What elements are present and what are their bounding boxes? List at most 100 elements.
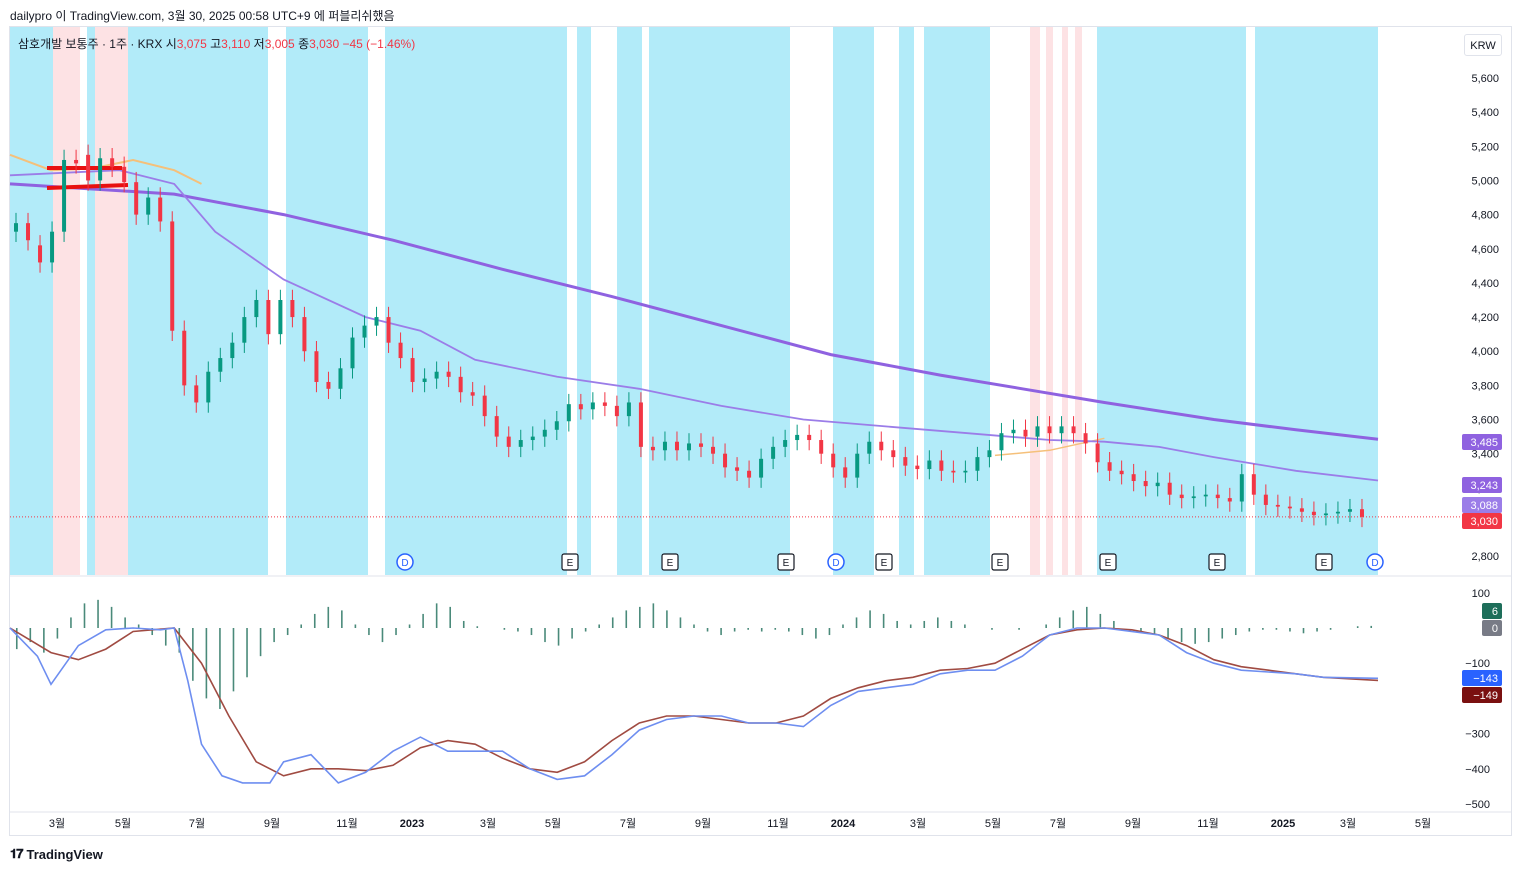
candle-body xyxy=(879,441,884,451)
candle-body xyxy=(554,421,559,430)
time-tick-label: 7월 xyxy=(1050,817,1066,830)
candle-body xyxy=(290,300,295,318)
dividend-marker xyxy=(1366,553,1384,571)
candle-body xyxy=(711,446,716,454)
candle-body xyxy=(771,446,776,459)
time-tick-label: 9월 xyxy=(695,817,711,830)
candle-body xyxy=(1179,494,1184,499)
tradingview-logo-icon: 𝟏𝟕 xyxy=(10,846,24,861)
open-value: 3,075 xyxy=(176,37,207,51)
candle-body xyxy=(182,330,187,386)
earnings-marker-label: E xyxy=(1321,558,1328,569)
candle-body xyxy=(638,402,643,447)
candle-body xyxy=(783,440,788,447)
candle-body xyxy=(939,460,944,471)
chart-frame xyxy=(9,26,1512,836)
candle-body xyxy=(1011,429,1016,434)
candle-body xyxy=(26,223,31,241)
ma-slow-line xyxy=(9,182,1379,441)
dividend-marker xyxy=(827,553,845,571)
candle-body xyxy=(1311,511,1316,516)
time-tick-label: 3월 xyxy=(49,817,65,830)
macd-value-box xyxy=(1462,687,1502,703)
time-tick-label: 2023 xyxy=(400,818,424,830)
price-tick-label: 5,600 xyxy=(1471,73,1499,85)
time-tick-label: 5월 xyxy=(115,817,131,830)
time-tick-label: 5월 xyxy=(1415,817,1431,830)
candle-body xyxy=(1323,513,1328,516)
time-tick-label: 3월 xyxy=(910,817,926,830)
macd-pane: 100 −100 −300 −400 −500 6 0 −143 −149 xyxy=(9,588,1502,811)
time-axis: 3월 5월 7월 9월 11월 2023 3월 5월 7월 9월 11월 2024 3월 5월 7월 9월 11… xyxy=(10,811,1512,830)
bg-band xyxy=(649,27,790,575)
candle-body xyxy=(326,381,331,389)
candle-body xyxy=(530,436,535,441)
candle-body xyxy=(699,443,704,447)
time-tick-label: 3월 xyxy=(1340,817,1356,830)
currency-button[interactable]: KRW xyxy=(1464,34,1502,56)
earnings-marker xyxy=(1315,553,1333,571)
time-tick-label: 3월 xyxy=(480,817,496,830)
signal-line xyxy=(9,627,1379,777)
candle-body xyxy=(266,300,271,335)
price-label-box xyxy=(1462,477,1502,493)
candle-body xyxy=(206,371,211,403)
candle-body xyxy=(831,453,836,468)
price-tick-label: 4,800 xyxy=(1471,210,1499,222)
close-label: 종 xyxy=(298,37,310,51)
macd-value-label: 0 xyxy=(1492,623,1498,635)
bg-band xyxy=(385,27,567,575)
macd-tick-label: 100 xyxy=(1472,588,1490,600)
candle-body xyxy=(194,385,199,403)
bg-band xyxy=(577,27,591,575)
candle-body xyxy=(1131,474,1136,482)
earnings-marker xyxy=(1099,553,1117,571)
candle-body xyxy=(1035,426,1040,437)
candle-body xyxy=(1119,470,1124,475)
candle-body xyxy=(1263,494,1268,505)
candle-body xyxy=(386,317,391,343)
candle-body xyxy=(86,154,91,181)
candle-body xyxy=(458,376,463,393)
candle-body xyxy=(482,395,487,417)
candle-body xyxy=(374,317,379,326)
earnings-marker-label: E xyxy=(567,558,574,569)
candle-body xyxy=(951,470,956,473)
candle-body xyxy=(146,197,151,215)
candle-body xyxy=(1299,508,1304,512)
macd-tick-label: −400 xyxy=(1465,764,1490,776)
candles xyxy=(14,144,1364,528)
candle-body xyxy=(362,325,367,338)
bg-band xyxy=(128,27,268,575)
candle-body xyxy=(747,470,752,478)
high-value: 3,110 xyxy=(221,37,251,51)
candle-body xyxy=(398,342,403,359)
dividend-marker-label: D xyxy=(832,558,839,569)
candle-body xyxy=(1167,482,1172,495)
candle-body xyxy=(843,467,848,478)
candle-body xyxy=(987,450,992,458)
price-tick-label: 4,000 xyxy=(1471,346,1499,358)
candle-body xyxy=(1203,494,1208,497)
time-tick-label: 7월 xyxy=(620,817,636,830)
candle-body xyxy=(1071,426,1076,434)
earnings-marker xyxy=(661,553,679,571)
candle-body xyxy=(242,317,247,343)
moving-averages xyxy=(9,153,1460,518)
candle-body xyxy=(1227,498,1232,502)
price-tick-label: 4,200 xyxy=(1471,312,1499,324)
candle-body xyxy=(122,166,127,183)
price-tick-label: 4,400 xyxy=(1471,278,1499,290)
brand-footer[interactable]: 𝟏𝟕 TradingView xyxy=(10,846,103,862)
candle-body xyxy=(602,402,607,406)
candle-body xyxy=(999,433,1004,451)
candle-body xyxy=(915,465,920,470)
candle-body xyxy=(338,368,343,389)
candle-body xyxy=(855,453,860,478)
symbol-name: 삼호개발 보통주 · 1주 · KRX xyxy=(18,37,163,51)
ma-mid-line xyxy=(9,169,1379,482)
earnings-marker xyxy=(1208,553,1226,571)
candle-body xyxy=(38,245,43,263)
